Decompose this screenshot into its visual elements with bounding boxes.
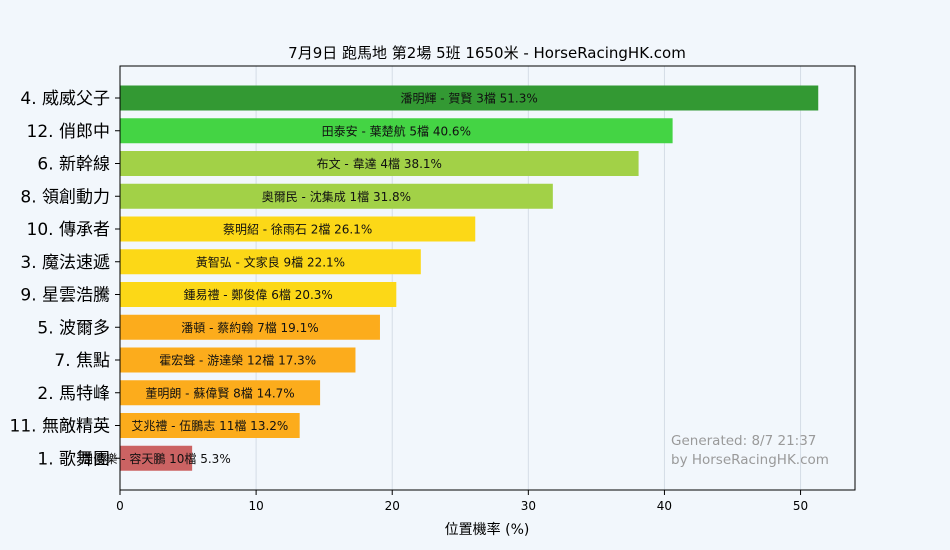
bar [120, 347, 356, 373]
bar [120, 85, 819, 111]
x-tick-label: 20 [385, 499, 400, 513]
y-tick-label: 2. 馬特峰 [37, 384, 110, 404]
bar-data-label: 艾兆禮 - 伍鵬志 11檔 13.2% [131, 419, 288, 433]
bar-data-label: 潘頓 - 蔡約翰 7檔 19.1% [181, 320, 318, 335]
x-tick-label: 50 [793, 499, 808, 513]
x-tick-label: 30 [521, 499, 536, 513]
watermark-site: by HorseRacingHK.com [671, 452, 829, 468]
bar [120, 151, 639, 176]
y-tick-label: 11. 無敵精英 [10, 417, 110, 437]
bar-data-label: 奧爾民 - 沈集成 1檔 31.8% [262, 189, 411, 204]
bar-data-label: 鍾易禮 - 鄭俊偉 6檔 20.3% [183, 287, 332, 302]
bar [120, 380, 321, 406]
y-tick-label: 10. 傳承者 [27, 220, 110, 240]
bar-data-label: 蔡明紹 - 徐雨石 2檔 26.1% [223, 222, 372, 237]
y-tick-label: 7. 焦點 [54, 351, 110, 371]
chart-title: 7月9日 跑馬地 第2場 5班 1650米 - HorseRacingHK.co… [288, 44, 686, 62]
bar-data-label: 田泰安 - 葉楚航 5檔 40.6% [322, 123, 471, 138]
bar [120, 445, 193, 471]
y-tick-label: 6. 新幹線 [37, 154, 110, 175]
y-tick-label: 3. 魔法速遞 [20, 253, 110, 273]
x-tick-label: 40 [657, 499, 672, 513]
bar-data-label: 周俊樂 - 容天鵬 10檔 5.3% [81, 451, 230, 466]
bar [120, 249, 421, 275]
x-axis-title: 位置機率 (%) [445, 521, 530, 538]
y-tick-label: 5. 波爾多 [37, 318, 110, 338]
bar [120, 118, 673, 144]
y-axis: 4. 威威父子 12. 俏郎中 6. 新幹線 8. 領創動力 10. 傳承者 3. 魔法速… [10, 89, 120, 469]
y-tick-label: 1. 歌舞團 [37, 449, 110, 469]
bar-data-label: 潘明輝 - 賀賢 3檔 51.3% [400, 92, 537, 106]
x-axis: 0 10 20 30 40 50 [116, 490, 808, 513]
bar-data-label: 董明朗 - 蘇偉賢 8檔 14.7% [145, 386, 294, 400]
plot-frame [119, 65, 856, 491]
y-tick-label: 9. 星雲浩騰 [20, 286, 110, 306]
bars: 潘明輝 - 賀賢 3檔 51.3% 田泰安 - 葉楚航 5檔 40.6% 布文 - … [81, 85, 819, 471]
bar [120, 216, 476, 242]
bar [120, 314, 380, 340]
y-tick-label: 8. 領創動力 [20, 187, 110, 207]
watermark-generated: Generated: 8/7 21:37 [671, 433, 816, 449]
bar [120, 282, 397, 307]
x-tick-label: 0 [116, 499, 124, 513]
bar-data-label: 霍宏聲 - 游達榮 12檔 17.3% [159, 353, 316, 368]
x-tick-label: 10 [248, 499, 263, 513]
y-tick-label: 4. 威威父子 [20, 89, 110, 109]
bar [120, 183, 553, 209]
bar-data-label: 布文 - 韋達 4檔 38.1% [317, 156, 442, 171]
bar-data-label: 黃智弘 - 文家良 9檔 22.1% [196, 254, 345, 269]
y-tick-label: 12. 俏郎中 [27, 122, 110, 142]
bar [120, 413, 300, 438]
